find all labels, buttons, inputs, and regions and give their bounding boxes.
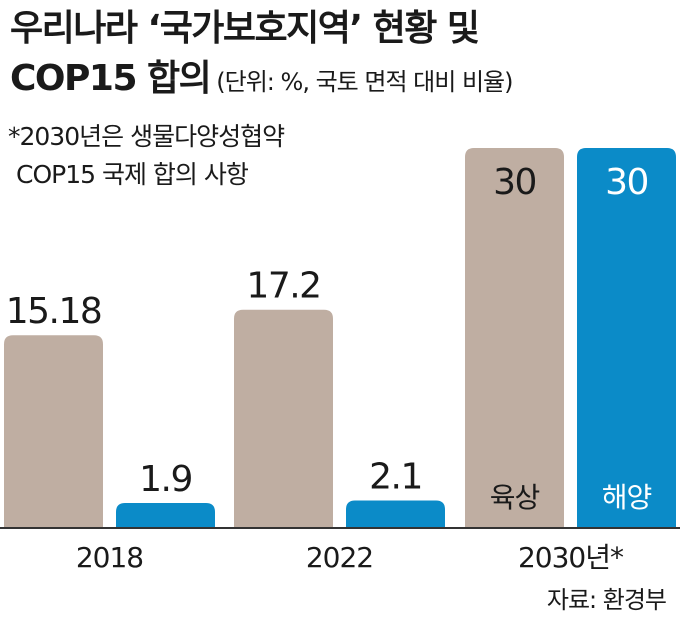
series-label-해양: 해양: [602, 481, 652, 514]
bar-해양-2018: [116, 502, 215, 527]
value-label-해양-2030년*: 30: [605, 162, 648, 203]
unit-note: (단위: %, 국토 면적 대비 비율): [216, 68, 513, 96]
bar-육상-2030년*: [465, 148, 564, 527]
title-line-2: COP15 합의 (단위: %, 국토 면적 대비 비율): [10, 54, 680, 107]
value-label-해양-2022: 2.1: [369, 456, 422, 497]
footnote: *2030년은 생물다양성협약 COP15 국제 합의 사항: [8, 118, 285, 194]
value-label-육상-2030년*: 30: [493, 162, 536, 203]
bar-해양-2030년*: [577, 148, 676, 527]
bar-육상-2018: [4, 335, 103, 527]
x-tick-label-2018: 2018: [76, 541, 143, 574]
series-label-육상: 육상: [490, 481, 540, 514]
chart-title: 우리나라 ‘국가보호지역’ 현황 및 COP15 합의 (단위: %, 국토 면적…: [10, 4, 680, 107]
bar-해양-2022: [346, 500, 445, 527]
footnote-line-2: COP15 국제 합의 사항: [16, 160, 249, 189]
title-line-1: 우리나라 ‘국가보호지역’ 현황 및: [10, 8, 480, 49]
x-tick-label-2030년*: 2030년*: [518, 541, 624, 574]
value-label-해양-2018: 1.9: [139, 459, 192, 500]
value-label-육상-2022: 17.2: [246, 266, 320, 307]
footnote-line-1: *2030년은 생물다양성협약: [8, 122, 285, 151]
value-label-육상-2018: 15.18: [6, 291, 102, 332]
bar-육상-2022: [234, 309, 333, 527]
title-line-2-text: COP15 합의: [10, 58, 212, 99]
x-tick-label-2022: 2022: [306, 541, 373, 574]
source-note: 자료: 환경부: [546, 586, 667, 614]
